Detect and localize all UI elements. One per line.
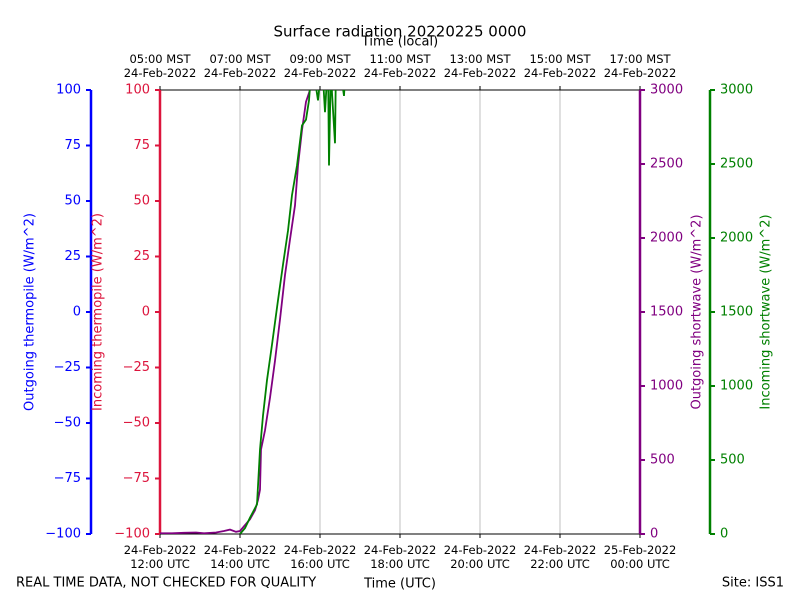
y-tick-label: 500: [720, 453, 745, 468]
y-tick-label: −50: [54, 416, 81, 431]
x2-tick-label: 05:00 MST 24-Feb-2022: [124, 52, 197, 80]
y-tick-label: −100: [45, 527, 81, 542]
y-tick-label: 75: [64, 138, 81, 153]
footer-note: REAL TIME DATA, NOT CHECKED FOR QUALITY: [16, 576, 316, 591]
y-tick-label: 0: [720, 527, 728, 542]
chart-title: Surface radiation 20220225 0000: [274, 23, 527, 41]
y-tick-label: 75: [133, 138, 150, 153]
y-tick-label: 2500: [720, 157, 753, 172]
y-axis-label: Incoming shortwave (W/m^2): [759, 214, 774, 409]
y-axis-label: Incoming thermopile (W/m^2): [91, 213, 106, 411]
y-tick-label: 3000: [650, 83, 683, 98]
y-tick-label: 0: [650, 527, 658, 542]
y-tick-label: −100: [114, 527, 150, 542]
x-tick-label: 24-Feb-2022 20:00 UTC: [444, 543, 517, 571]
y-tick-label: −75: [123, 471, 150, 486]
y-axis-label: Outgoing shortwave (W/m^2): [690, 214, 705, 409]
y-tick-label: 500: [650, 453, 675, 468]
y-tick-label: 2500: [650, 157, 683, 172]
x-tick-label: 24-Feb-2022 12:00 UTC: [124, 543, 197, 571]
x-tick-label: 25-Feb-2022 00:00 UTC: [604, 543, 677, 571]
y-tick-label: 2000: [720, 231, 753, 246]
y-tick-label: 50: [64, 194, 81, 209]
x-axis-label: Time (UTC): [363, 577, 436, 592]
x-tick-label: 24-Feb-2022 18:00 UTC: [364, 543, 437, 571]
y-tick-label: 1000: [650, 379, 683, 394]
y-tick-label: 100: [56, 83, 81, 98]
y-tick-label: 1500: [720, 305, 753, 320]
y-tick-label: 0: [73, 305, 81, 320]
x2-axis-label: Time (local): [361, 35, 438, 50]
x2-tick-label: 11:00 MST 24-Feb-2022: [364, 52, 437, 80]
x2-tick-label: 09:00 MST 24-Feb-2022: [284, 52, 357, 80]
x2-tick-label: 17:00 MST 24-Feb-2022: [604, 52, 677, 80]
y-tick-label: 25: [133, 249, 150, 264]
y-tick-label: 0: [142, 305, 150, 320]
y-tick-label: −25: [123, 360, 150, 375]
data-line: [160, 90, 311, 534]
x-tick-label: 24-Feb-2022 22:00 UTC: [524, 543, 597, 571]
y-tick-label: −25: [54, 360, 81, 375]
x-tick-label: 24-Feb-2022 16:00 UTC: [284, 543, 357, 571]
x2-tick-label: 13:00 MST 24-Feb-2022: [444, 52, 517, 80]
y-axis-label: Outgoing thermopile (W/m^2): [23, 213, 38, 411]
y-tick-label: 25: [64, 249, 81, 264]
y-tick-label: 2000: [650, 231, 683, 246]
y-tick-label: 3000: [720, 83, 753, 98]
y-tick-label: 1000: [720, 379, 753, 394]
data-line: [239, 90, 346, 534]
y-tick-label: −75: [54, 471, 81, 486]
y-tick-label: 1500: [650, 305, 683, 320]
x2-tick-label: 15:00 MST 24-Feb-2022: [524, 52, 597, 80]
y-tick-label: 100: [125, 83, 150, 98]
y-tick-label: −50: [123, 416, 150, 431]
x2-tick-label: 07:00 MST 24-Feb-2022: [204, 52, 277, 80]
site-label: Site: ISS1: [722, 576, 784, 591]
y-tick-label: 50: [133, 194, 150, 209]
x-tick-label: 24-Feb-2022 14:00 UTC: [204, 543, 277, 571]
